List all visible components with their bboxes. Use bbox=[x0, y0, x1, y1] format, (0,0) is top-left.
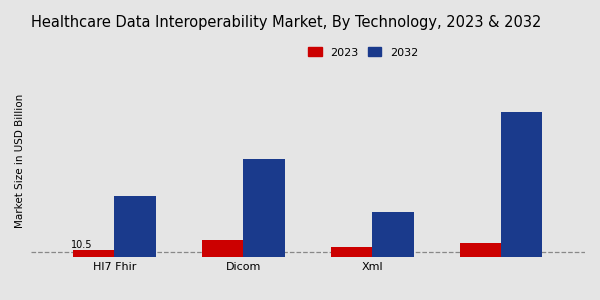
Bar bbox=[244, 159, 284, 256]
Bar bbox=[460, 243, 501, 256]
Text: 10.5: 10.5 bbox=[71, 240, 92, 250]
Bar bbox=[202, 240, 244, 256]
Text: Healthcare Data Interoperability Market, By Technology, 2023 & 2032: Healthcare Data Interoperability Market,… bbox=[31, 15, 541, 30]
Y-axis label: Market Size in USD Billion: Market Size in USD Billion bbox=[15, 94, 25, 228]
Bar bbox=[501, 112, 542, 256]
Bar bbox=[372, 212, 413, 256]
Legend: 2023, 2032: 2023, 2032 bbox=[304, 43, 422, 62]
Bar bbox=[115, 196, 155, 256]
Bar bbox=[73, 250, 115, 256]
Bar bbox=[331, 247, 372, 256]
